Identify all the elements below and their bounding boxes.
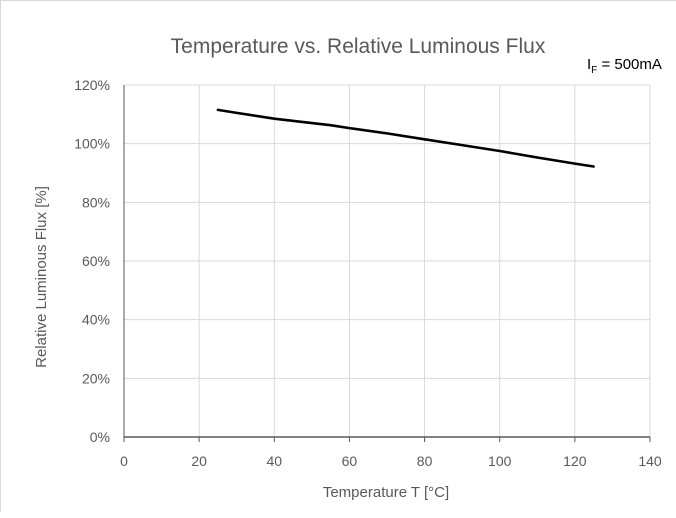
y-axis-label: Relative Luminous Flux [%] — [33, 186, 50, 368]
current-annotation: IF = 500mA — [587, 56, 662, 76]
series — [216, 108, 595, 168]
series-line — [216, 108, 595, 168]
x-tick-labels: 0 20 40 60 80 100 120 140 — [120, 453, 662, 469]
x-tick-label: 100 — [488, 453, 512, 469]
x-tick-label: 0 — [120, 453, 128, 469]
y-tick-label: 60% — [82, 253, 110, 269]
current-value: = 500mA — [597, 56, 662, 73]
current-subscript: F — [591, 65, 597, 76]
chart-title: Temperature vs. Relative Luminous Flux — [171, 35, 546, 58]
y-tick-label: 100% — [74, 136, 110, 152]
x-tick-label: 20 — [191, 453, 207, 469]
current-symbol: I — [587, 56, 591, 73]
x-tick-label: 140 — [638, 453, 662, 469]
x-tick-label: 80 — [417, 453, 433, 469]
x-tick-label: 60 — [342, 453, 358, 469]
axes — [123, 85, 651, 442]
grid — [124, 84, 651, 437]
x-axis-label: Temperature T [°C] — [323, 484, 449, 501]
y-tick-label: 0% — [90, 429, 110, 445]
current-annotation-text: IF = 500mA — [587, 56, 662, 76]
y-tick-labels: 0% 20% 40% 60% 80% 100% 120% — [74, 77, 110, 445]
y-tick-label: 20% — [82, 370, 110, 386]
x-tick-label: 120 — [563, 453, 587, 469]
y-tick-label: 80% — [82, 194, 110, 210]
y-tick-label: 40% — [82, 312, 110, 328]
x-tick-label: 40 — [266, 453, 282, 469]
y-tick-label: 120% — [74, 77, 110, 93]
